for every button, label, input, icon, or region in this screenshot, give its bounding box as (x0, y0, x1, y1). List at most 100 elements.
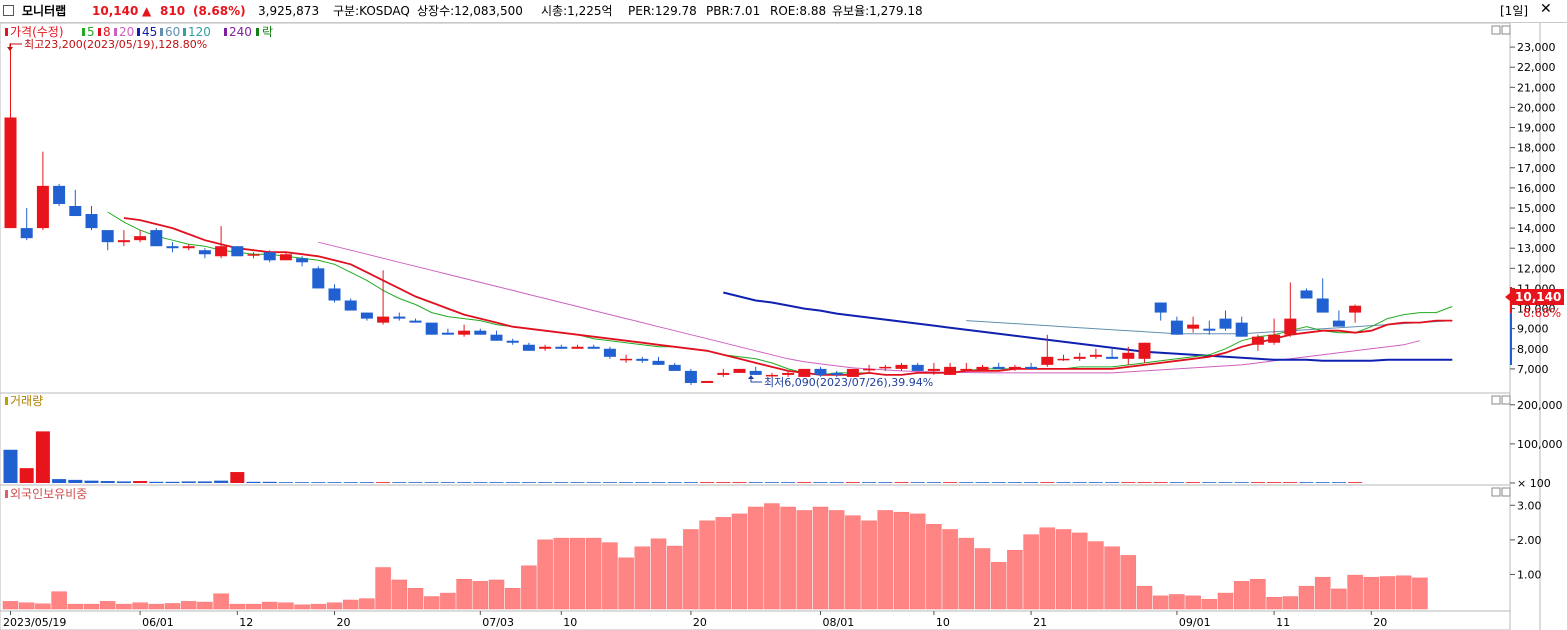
volume-bar (538, 482, 553, 483)
candle (134, 230, 147, 243)
volume-panel (0, 392, 1511, 486)
per-value: PER:129.78 (628, 4, 697, 18)
volume-bar (100, 481, 115, 483)
volume-bar (262, 481, 277, 483)
volume-bar (52, 479, 67, 483)
candle (506, 338, 519, 345)
foreign-ratio-bar (67, 603, 84, 610)
maximize-foreign-icon[interactable] (1491, 487, 1501, 497)
volume-bar (35, 431, 50, 483)
foreign-ratio-bar (180, 601, 197, 610)
candle (1349, 304, 1362, 323)
foreign-ratio-bar (1314, 576, 1331, 610)
volume-bar (1169, 482, 1184, 483)
candle (247, 252, 260, 259)
price-axis-tick-label: 18,000 (1517, 142, 1556, 155)
foreign-ratio-bar (634, 546, 651, 610)
volume-range-up (1510, 287, 1512, 313)
volume-bar (764, 482, 779, 483)
volume-bar (813, 482, 828, 483)
volume-bar (1072, 482, 1087, 483)
x-axis-bar (0, 610, 1511, 630)
candle (344, 298, 357, 311)
foreign-ratio-bar (715, 517, 732, 610)
price-change: 810 (160, 4, 186, 18)
change-arrow-icon: ▲ (142, 4, 152, 18)
volume-bar (1121, 482, 1136, 483)
foreign-axis-tick-label: 1.00 (1517, 568, 1542, 581)
candle (879, 364, 892, 371)
close-panel-icon[interactable] (1501, 25, 1511, 35)
candle (1284, 282, 1297, 337)
close-icon[interactable]: ✕ (1540, 1, 1552, 17)
close-foreign-icon[interactable] (1501, 487, 1511, 497)
candle (263, 250, 276, 263)
volume-bar (473, 482, 488, 483)
volume-bar (797, 482, 812, 483)
candle (53, 183, 66, 206)
price-axis-tick-label: 19,000 (1517, 122, 1556, 135)
candle (198, 248, 211, 259)
period-selector[interactable]: [1일] (1500, 4, 1529, 18)
foreign-ratio-bar (731, 513, 748, 610)
legend-fall: 락 (262, 25, 273, 39)
candle (620, 354, 633, 363)
volume-bar (991, 482, 1006, 483)
volume-bar (295, 482, 310, 483)
x-axis-label: 08/01 (823, 616, 855, 629)
volume-bar (19, 468, 34, 483)
legend-ma120: 120 (188, 25, 211, 39)
volume-bar (197, 481, 212, 483)
price-change-percent: (8.68%) (193, 4, 246, 18)
foreign-ratio-bar (585, 537, 602, 610)
volume-bar (408, 482, 423, 483)
foreign-ratio-bar (51, 591, 67, 610)
candle (668, 362, 681, 371)
stock-name[interactable]: 모니터랩 (22, 4, 67, 18)
volume-bar (489, 482, 504, 483)
volume-bar (878, 482, 893, 483)
foreign-ratio-bar (18, 602, 35, 610)
maximize-panel-icon[interactable] (1491, 25, 1501, 35)
volume-bar (635, 482, 650, 483)
candle (522, 342, 535, 351)
foreign-ratio-bar (440, 592, 456, 610)
foreign-ratio-bar (83, 603, 100, 610)
volume-bar (343, 482, 358, 483)
candle (539, 344, 552, 351)
legend-ma8: 8 (103, 25, 111, 39)
foreign-ratio-bar (1169, 594, 1185, 610)
price-axis-tick-label: 20,000 (1517, 101, 1556, 114)
select-checkbox[interactable] (3, 5, 14, 16)
candle (863, 364, 876, 373)
volume-bar (246, 481, 261, 483)
volume-bar (327, 482, 342, 483)
candle (409, 318, 422, 323)
foreign-ratio-bar (926, 524, 942, 610)
legend-ma45: 45 (142, 25, 157, 39)
candle (960, 362, 973, 371)
foreign-ratio-bar (35, 603, 51, 610)
panel-controls[interactable] (1491, 25, 1511, 497)
candle (1300, 288, 1313, 299)
foreign-ratio-bar (1250, 579, 1266, 610)
foreign-ratio-bar (2, 601, 19, 610)
volume-bar (570, 482, 585, 483)
foreign-ratio-bar (1347, 574, 1363, 610)
candle (474, 328, 487, 335)
foreign-ratio-bar (164, 603, 181, 610)
maximize-volume-icon[interactable] (1491, 395, 1501, 405)
volume-bar (1153, 482, 1168, 483)
close-volume-icon[interactable] (1501, 395, 1511, 405)
foreign-ratio-bar (974, 548, 991, 610)
candle (911, 362, 924, 371)
price-axis-tick-label: 7,000 (1517, 363, 1549, 376)
candle (1154, 302, 1167, 321)
foreign-ratio-bar (278, 602, 294, 610)
market-cap: 시총:1,225억 (541, 4, 613, 18)
candle (1332, 310, 1345, 327)
volume-range-down (1510, 313, 1512, 365)
market-type: 구분:KOSDAQ (333, 4, 410, 18)
foreign-ratio-bar (780, 506, 796, 610)
current-price: 10,140 (92, 4, 139, 18)
